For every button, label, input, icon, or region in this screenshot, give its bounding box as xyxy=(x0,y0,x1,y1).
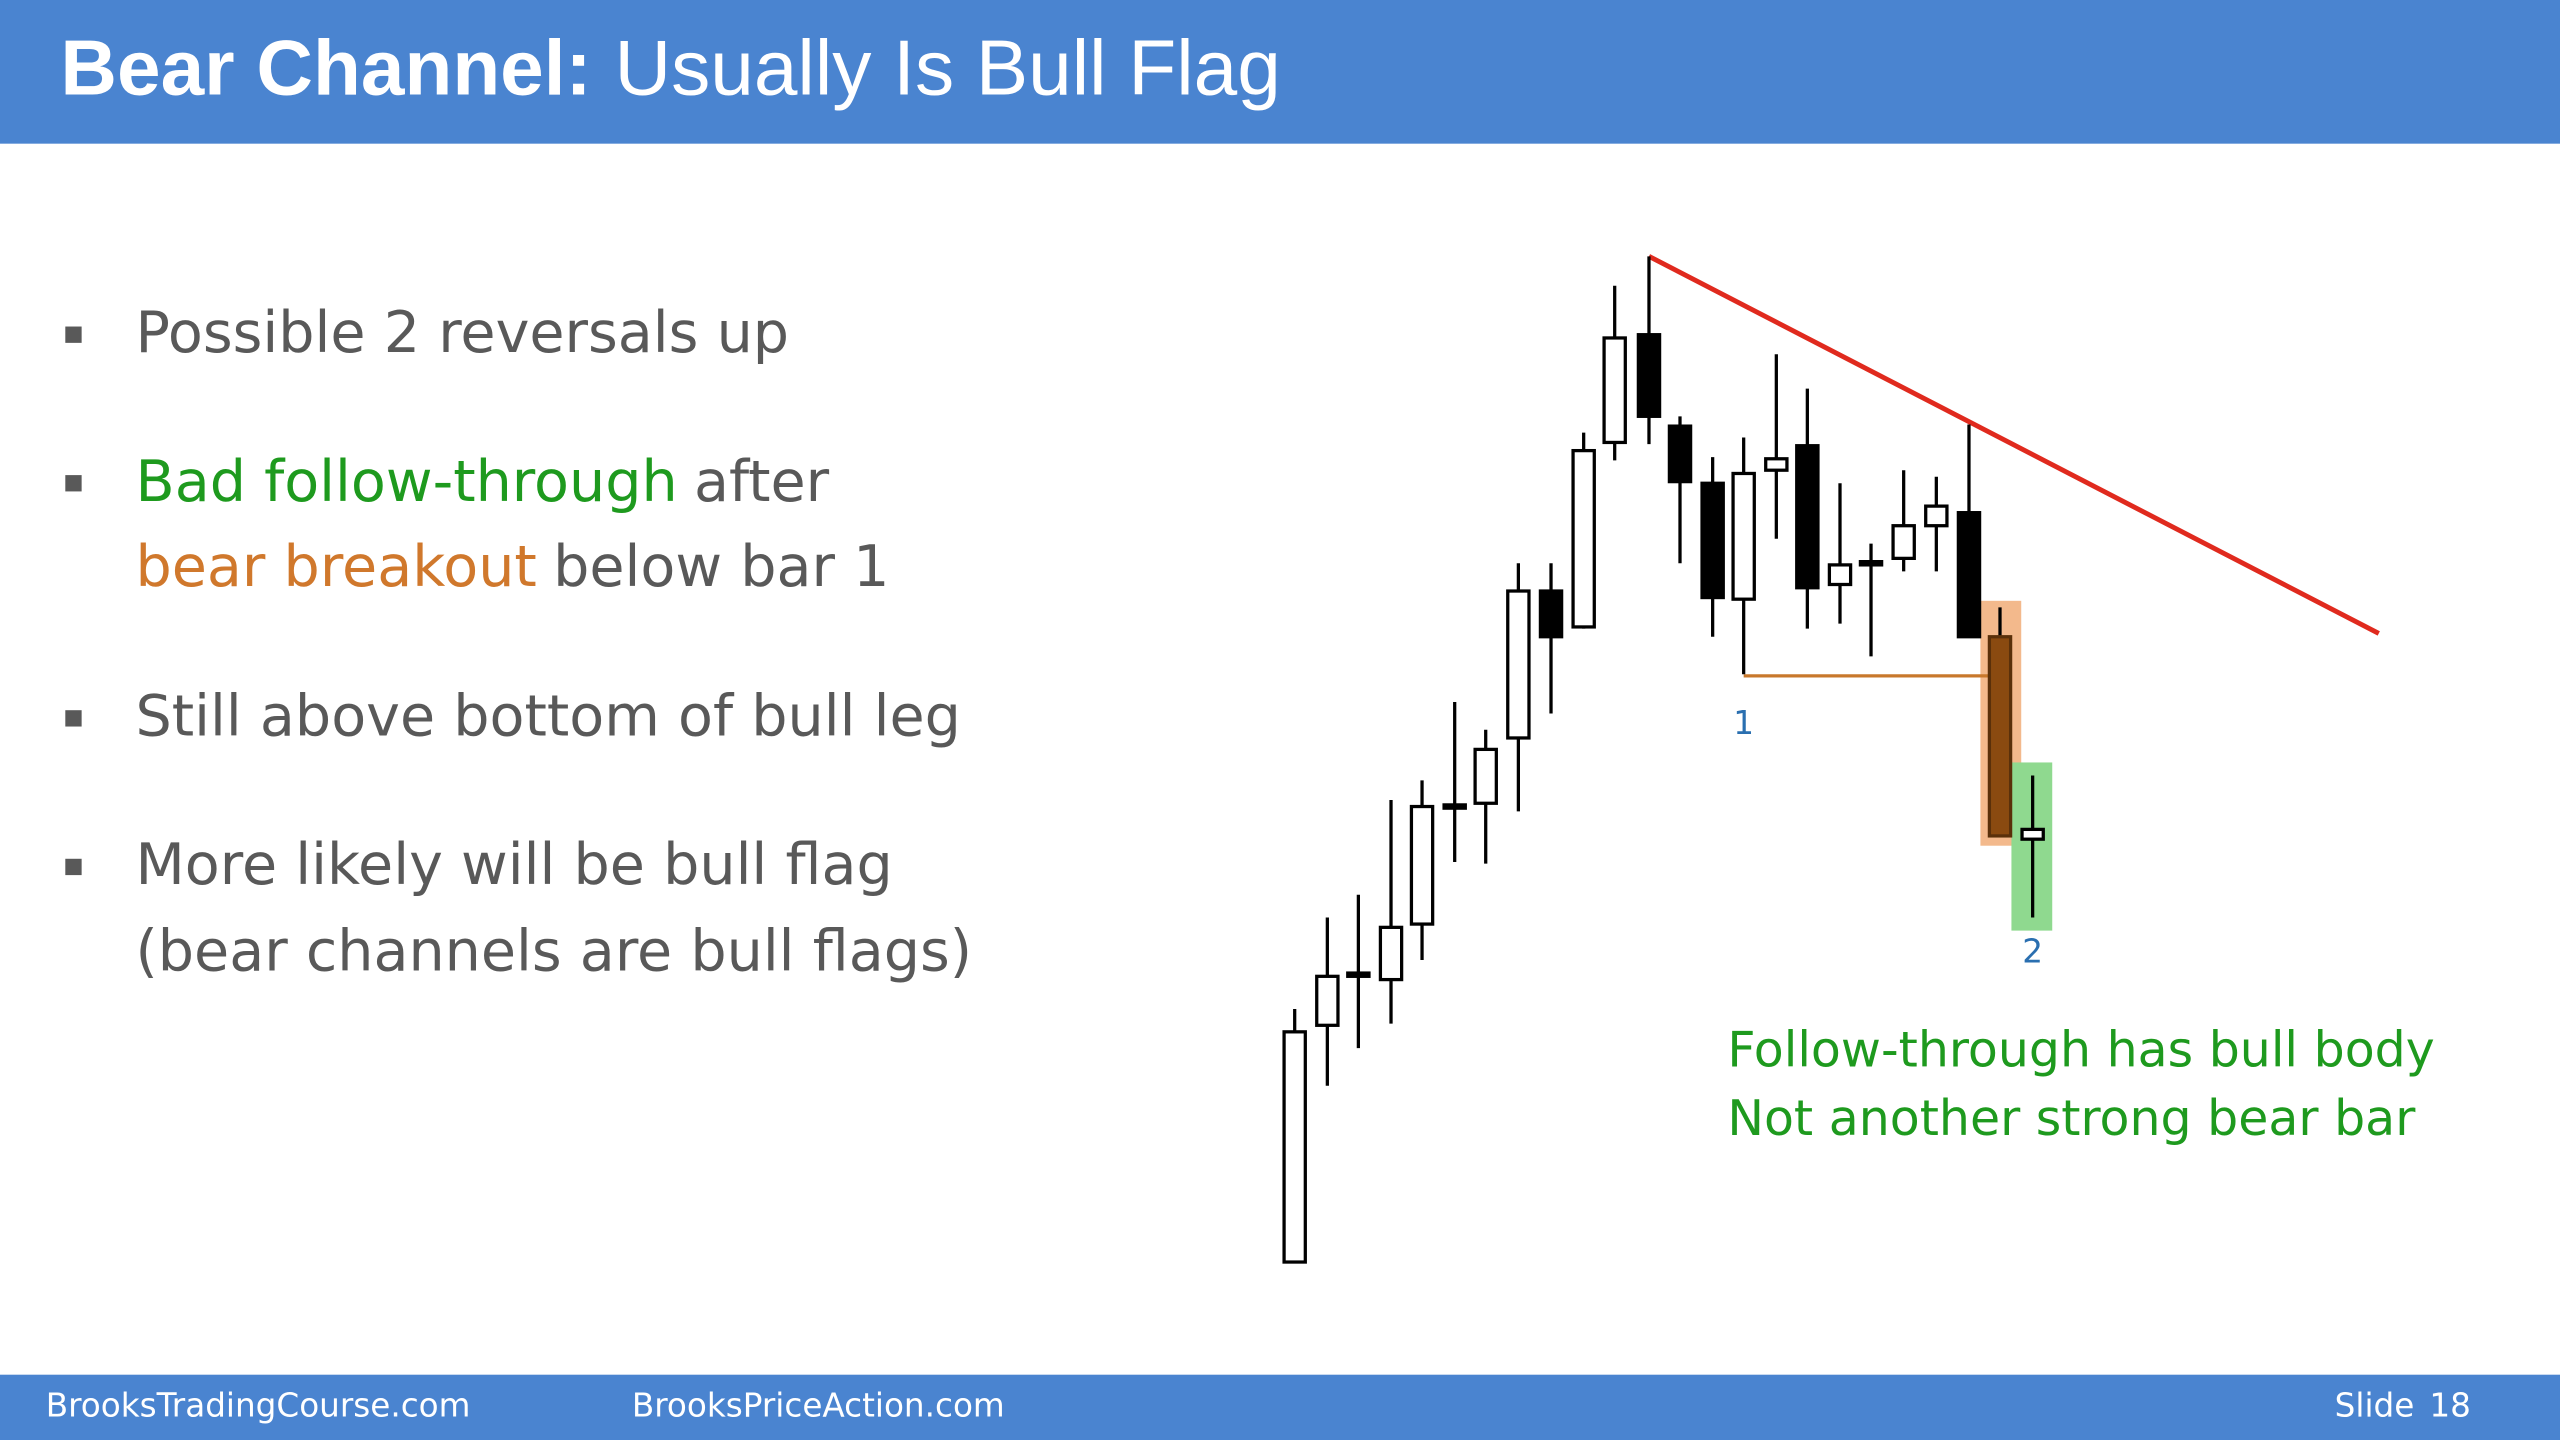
candle-body xyxy=(1795,444,1820,590)
bullet-text: Bad follow-through after xyxy=(136,449,830,515)
bullet-span: below bar 1 xyxy=(553,533,889,599)
trend-line xyxy=(1647,254,2380,636)
candle-body xyxy=(1764,457,1789,472)
candle-body xyxy=(1282,1030,1307,1264)
candle-body xyxy=(1987,635,2013,838)
candle-body xyxy=(2020,827,2045,841)
candle-body xyxy=(1346,971,1371,978)
candle-body xyxy=(1827,563,1853,587)
candle-body xyxy=(1315,974,1340,1027)
bullet-marker xyxy=(65,710,82,727)
candle-body xyxy=(1924,504,1949,528)
candle-body xyxy=(1667,424,1693,484)
bullet-text: Possible 2 reversals up xyxy=(136,300,790,366)
footer-left: BrooksTradingCourse.com xyxy=(46,1386,471,1424)
candle-body xyxy=(1891,524,1916,560)
candle-body xyxy=(1473,747,1498,805)
candle-body xyxy=(1700,481,1725,600)
footer-bar xyxy=(0,1374,2560,1440)
candle-body xyxy=(1731,471,1756,601)
footer-center: BrooksPriceAction.com xyxy=(632,1386,1005,1424)
annotation: Follow-through has bull body xyxy=(1727,1022,2434,1079)
candle-body xyxy=(1571,448,1596,629)
title-rest: Usually Is Bull Flag xyxy=(614,23,1280,111)
slide-label: Slide xyxy=(2335,1386,2415,1424)
header-bar xyxy=(0,0,2560,144)
candle-body xyxy=(1956,511,1982,639)
candle-body xyxy=(1636,333,1662,418)
candle-body xyxy=(1409,804,1435,926)
highlight-orange: bear breakout xyxy=(136,533,537,599)
candlestick-diagram: 1 2 Follow-through has bull body Not ano… xyxy=(1282,254,2435,1264)
bullet-text: More likely will be bull flag xyxy=(136,832,893,898)
bullet-marker xyxy=(65,475,82,492)
candle-body xyxy=(1378,925,1404,982)
candle-body xyxy=(1858,560,1884,567)
slide-number: 18 xyxy=(2429,1386,2471,1424)
bullet-text: (bear channels are bull flags) xyxy=(136,919,973,985)
candle-body xyxy=(1506,589,1531,740)
candle-body xyxy=(1442,803,1467,810)
bullet-text: bear breakout below bar 1 xyxy=(136,533,890,599)
bullet-text: Still above bottom of bull leg xyxy=(136,684,961,750)
candle-body xyxy=(1538,589,1564,639)
bullet-list: Possible 2 reversals up Bad follow-throu… xyxy=(65,300,972,985)
bullet-marker xyxy=(65,326,82,343)
annotation: Not another strong bear bar xyxy=(1727,1090,2416,1147)
bar-label: 2 xyxy=(2022,932,2043,970)
candle-body xyxy=(1602,336,1627,445)
highlight-green: Bad follow-through xyxy=(136,449,678,515)
bar-label: 1 xyxy=(1733,704,1754,742)
slide-title: Bear Channel: Usually Is Bull Flag xyxy=(60,23,1280,111)
bullet-span: after xyxy=(694,449,830,515)
title-bold: Bear Channel: xyxy=(60,23,591,111)
bullet-marker xyxy=(65,858,82,876)
